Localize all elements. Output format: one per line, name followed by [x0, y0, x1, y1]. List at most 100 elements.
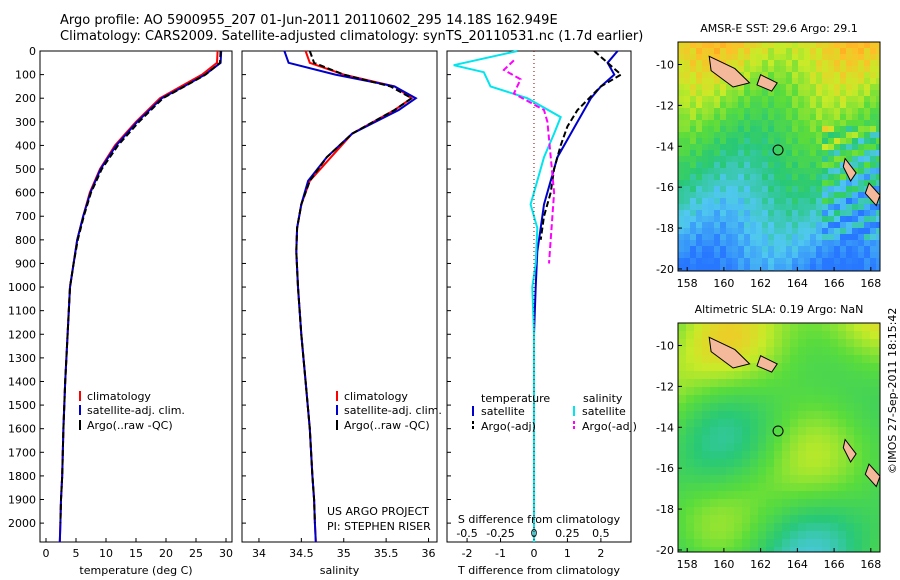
- map-cell: [732, 162, 738, 168]
- map-cell: [750, 427, 758, 435]
- map-cell: [876, 72, 880, 78]
- map-cell: [744, 210, 750, 216]
- map-cell: [798, 156, 804, 162]
- map-cell: [828, 78, 834, 84]
- map-cell: [734, 379, 742, 387]
- map-cell: [702, 523, 710, 531]
- map-cell: [690, 162, 696, 168]
- map-cell: [696, 66, 702, 72]
- map-cell: [766, 387, 774, 395]
- map-cell: [790, 531, 798, 539]
- map-cell: [678, 427, 686, 435]
- map-cell: [810, 246, 816, 252]
- map-cell: [766, 403, 774, 411]
- map-cell: [854, 339, 862, 347]
- map-cell: [858, 198, 864, 204]
- map-cell: [690, 204, 696, 210]
- map-cell: [762, 114, 768, 120]
- map-cell: [726, 168, 732, 174]
- map-cell: [792, 234, 798, 240]
- map-cell: [822, 264, 828, 270]
- x-tick-label: 0: [530, 547, 537, 560]
- map-cell: [846, 339, 854, 347]
- map-cell: [878, 347, 880, 355]
- plot-frame: [241, 50, 438, 543]
- map-cell: [702, 210, 708, 216]
- map-cell: [862, 531, 870, 539]
- map-cell: [708, 84, 714, 90]
- map-cell: [838, 483, 846, 491]
- map-cell: [790, 363, 798, 371]
- map-cell: [690, 54, 696, 60]
- map-cell: [756, 90, 762, 96]
- map-cell: [798, 240, 804, 246]
- map-cell: [774, 371, 782, 379]
- map-cell: [862, 515, 870, 523]
- map-cell: [858, 54, 864, 60]
- map-cell: [782, 499, 790, 507]
- map-cell: [726, 84, 732, 90]
- map-cell: [852, 228, 858, 234]
- map-cell: [714, 120, 720, 126]
- map-cell: [708, 240, 714, 246]
- map-cell: [840, 150, 846, 156]
- map-cell: [756, 156, 762, 162]
- map-cell: [804, 78, 810, 84]
- map-cell: [738, 246, 744, 252]
- map-cell: [840, 102, 846, 108]
- map-cell: [798, 48, 804, 54]
- map-cell: [864, 204, 870, 210]
- map-cell: [862, 547, 870, 552]
- map-cell: [690, 114, 696, 120]
- map-cell: [830, 531, 838, 539]
- map-cell: [858, 42, 864, 48]
- map-title: Altimetric SLA: 0.19 Argo: NaN: [695, 303, 864, 316]
- map-cell: [790, 419, 798, 427]
- map-cell: [822, 240, 828, 246]
- map-cell: [774, 467, 782, 475]
- map-cell: [750, 347, 758, 355]
- map-cell: [726, 443, 734, 451]
- map-cell: [762, 120, 768, 126]
- map-cell: [854, 467, 862, 475]
- map-cell: [780, 168, 786, 174]
- map-cell: [822, 126, 828, 132]
- map-cell: [710, 467, 718, 475]
- map-cell: [710, 443, 718, 451]
- map-cell: [838, 379, 846, 387]
- map-cell: [846, 411, 854, 419]
- map-cell: [790, 539, 798, 547]
- map-cell: [846, 120, 852, 126]
- map-cell: [686, 363, 694, 371]
- map-cell: [756, 216, 762, 222]
- map-cell: [804, 42, 810, 48]
- map-cell: [744, 252, 750, 258]
- map-cell: [864, 84, 870, 90]
- map-cell: [864, 72, 870, 78]
- map-cell: [750, 240, 756, 246]
- map-cell: [814, 483, 822, 491]
- map-cell: [846, 475, 854, 483]
- map-cell: [806, 435, 814, 443]
- map-cell: [774, 234, 780, 240]
- map-cell: [720, 108, 726, 114]
- map-cell: [822, 371, 830, 379]
- map-cell: [840, 174, 846, 180]
- map-cell: [806, 531, 814, 539]
- map-cell: [862, 323, 870, 331]
- map-cell: [846, 240, 852, 246]
- map-cell: [758, 539, 766, 547]
- map-cell: [822, 54, 828, 60]
- legend-entry: Argo(-adj): [481, 420, 536, 433]
- map-cell: [774, 120, 780, 126]
- map-cell: [846, 323, 854, 331]
- map-cell: [684, 42, 690, 48]
- map-cell: [690, 180, 696, 186]
- map-cell: [814, 419, 822, 427]
- map-cell: [774, 507, 782, 515]
- map-cell: [786, 174, 792, 180]
- map-cell: [858, 210, 864, 216]
- map-cell: [768, 198, 774, 204]
- map-cell: [786, 132, 792, 138]
- y-tick-label: 1800: [8, 470, 36, 483]
